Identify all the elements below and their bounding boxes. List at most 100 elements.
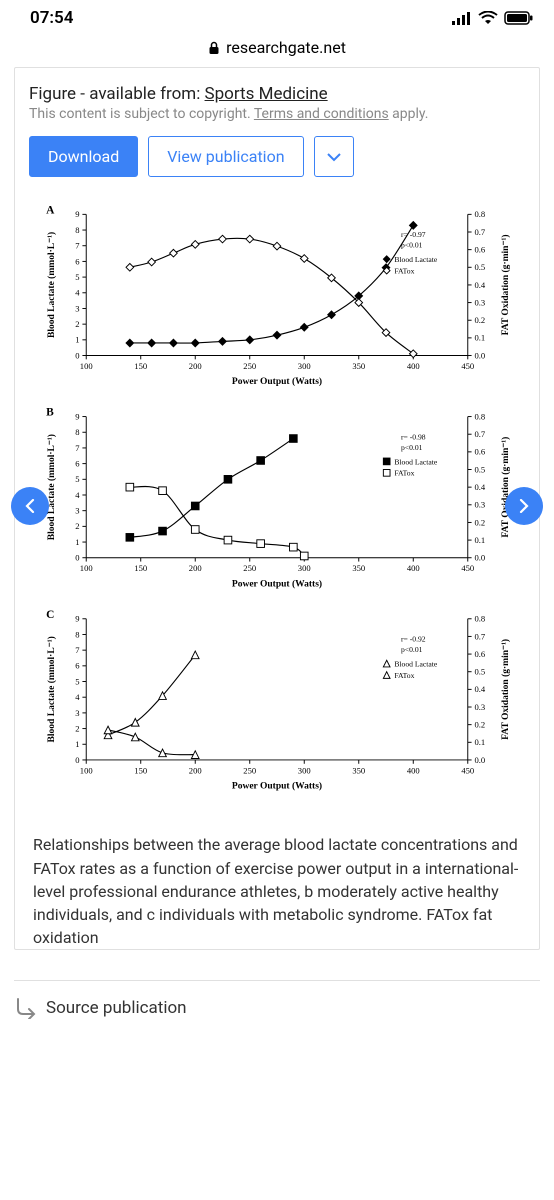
svg-text:100: 100	[80, 563, 93, 573]
wifi-icon	[478, 11, 498, 25]
svg-text:8: 8	[75, 629, 79, 639]
figure-charts: 10015020025030035040045001234567890.00.1…	[29, 201, 525, 811]
svg-text:6: 6	[75, 661, 80, 671]
svg-text:FATox: FATox	[394, 671, 414, 680]
svg-text:100: 100	[80, 765, 93, 775]
battery-icon	[504, 11, 534, 25]
svg-text:450: 450	[461, 765, 474, 775]
svg-text:Blood Lactate: Blood Lactate	[394, 255, 438, 264]
svg-text:p<0.01: p<0.01	[401, 645, 423, 654]
svg-text:200: 200	[189, 765, 202, 775]
svg-text:0.7: 0.7	[474, 429, 485, 439]
svg-text:5: 5	[75, 676, 79, 686]
figure-title: Figure - available from: Sports Medicine	[29, 84, 525, 104]
svg-text:0.5: 0.5	[474, 667, 485, 677]
svg-text:0.7: 0.7	[474, 631, 485, 641]
chevron-left-icon	[25, 499, 35, 513]
url-domain: researchgate.net	[226, 38, 346, 57]
svg-text:FATox: FATox	[394, 266, 414, 275]
svg-text:Blood Lactate (mmol·L⁻¹): Blood Lactate (mmol·L⁻¹)	[46, 434, 57, 540]
svg-text:7: 7	[75, 443, 80, 453]
svg-text:Power Output (Watts): Power Output (Watts)	[232, 376, 322, 387]
svg-text:250: 250	[243, 765, 256, 775]
svg-text:2: 2	[75, 521, 79, 531]
svg-text:FAT Oxidation (g·min⁻¹): FAT Oxidation (g·min⁻¹)	[500, 234, 511, 335]
svg-text:1: 1	[75, 537, 79, 547]
svg-text:6: 6	[75, 256, 80, 266]
svg-text:400: 400	[407, 765, 420, 775]
svg-text:r= -0.98: r= -0.98	[401, 432, 426, 441]
view-publication-button[interactable]: View publication	[148, 136, 303, 177]
svg-text:0.4: 0.4	[474, 280, 485, 290]
svg-text:Blood Lactate: Blood Lactate	[394, 457, 438, 466]
figure-source-link[interactable]: Sports Medicine	[205, 84, 328, 104]
svg-text:r= -0.92: r= -0.92	[401, 635, 426, 644]
svg-text:8: 8	[75, 427, 79, 437]
next-figure-button[interactable]	[505, 487, 543, 525]
svg-text:C: C	[46, 609, 54, 621]
svg-text:0.5: 0.5	[474, 262, 485, 272]
svg-text:FAT Oxidation (g·min⁻¹): FAT Oxidation (g·min⁻¹)	[500, 639, 511, 740]
svg-text:300: 300	[298, 563, 311, 573]
svg-text:Blood Lactate (mmol·L⁻¹): Blood Lactate (mmol·L⁻¹)	[46, 636, 57, 742]
svg-text:4: 4	[75, 288, 80, 298]
svg-text:1: 1	[75, 739, 79, 749]
svg-text:150: 150	[134, 361, 147, 371]
status-bar: 07:54	[0, 0, 554, 32]
svg-text:9: 9	[75, 411, 79, 421]
svg-text:A: A	[46, 204, 55, 216]
svg-text:0: 0	[75, 350, 79, 360]
svg-text:5: 5	[75, 474, 79, 484]
svg-text:5: 5	[75, 272, 79, 282]
svg-text:p<0.01: p<0.01	[401, 241, 423, 250]
copyright-prefix: This content is subject to copyright.	[29, 106, 254, 122]
svg-text:9: 9	[75, 614, 79, 624]
svg-text:0.2: 0.2	[474, 315, 485, 325]
svg-text:Power Output (Watts): Power Output (Watts)	[232, 578, 322, 589]
svg-text:Blood Lactate: Blood Lactate	[394, 659, 438, 668]
svg-text:0.6: 0.6	[474, 447, 485, 457]
svg-text:0.6: 0.6	[474, 245, 485, 255]
source-publication-row[interactable]: Source publication	[14, 980, 540, 1019]
lock-icon	[208, 41, 220, 55]
url-bar[interactable]: researchgate.net	[0, 32, 554, 67]
svg-text:0.3: 0.3	[474, 500, 485, 510]
svg-text:300: 300	[298, 765, 311, 775]
svg-text:Blood Lactate (mmol·L⁻¹): Blood Lactate (mmol·L⁻¹)	[46, 232, 57, 338]
svg-text:8: 8	[75, 225, 79, 235]
svg-text:350: 350	[352, 765, 365, 775]
svg-text:r= -0.97: r= -0.97	[401, 230, 426, 239]
svg-text:3: 3	[75, 506, 79, 516]
source-arrow-icon	[14, 997, 38, 1019]
svg-text:0.6: 0.6	[474, 649, 485, 659]
svg-text:0.2: 0.2	[474, 720, 485, 730]
svg-text:2: 2	[75, 319, 79, 329]
svg-text:6: 6	[75, 458, 80, 468]
source-publication-label: Source publication	[46, 998, 187, 1018]
svg-text:250: 250	[243, 563, 256, 573]
svg-text:400: 400	[407, 361, 420, 371]
svg-text:0.1: 0.1	[474, 737, 485, 747]
svg-text:400: 400	[407, 563, 420, 573]
svg-text:0.2: 0.2	[474, 517, 485, 527]
svg-text:0.0: 0.0	[474, 755, 485, 765]
svg-text:7: 7	[75, 241, 80, 251]
svg-text:0.8: 0.8	[474, 411, 485, 421]
svg-text:FATox: FATox	[394, 469, 414, 478]
prev-figure-button[interactable]	[11, 487, 49, 525]
svg-text:100: 100	[80, 361, 93, 371]
svg-text:p<0.01: p<0.01	[401, 443, 423, 452]
svg-text:350: 350	[352, 563, 365, 573]
download-button[interactable]: Download	[29, 136, 138, 177]
svg-text:450: 450	[461, 361, 474, 371]
copyright-notice: This content is subject to copyright. Te…	[29, 106, 525, 122]
svg-text:7: 7	[75, 645, 80, 655]
terms-link[interactable]: Terms and conditions	[254, 106, 389, 122]
svg-text:0.3: 0.3	[474, 702, 485, 712]
figure-prefix: Figure - available from:	[29, 84, 205, 104]
svg-text:0: 0	[75, 553, 79, 563]
svg-text:200: 200	[189, 361, 202, 371]
more-options-button[interactable]	[314, 136, 354, 177]
cellular-icon	[452, 12, 472, 25]
chevron-down-icon	[327, 153, 341, 162]
